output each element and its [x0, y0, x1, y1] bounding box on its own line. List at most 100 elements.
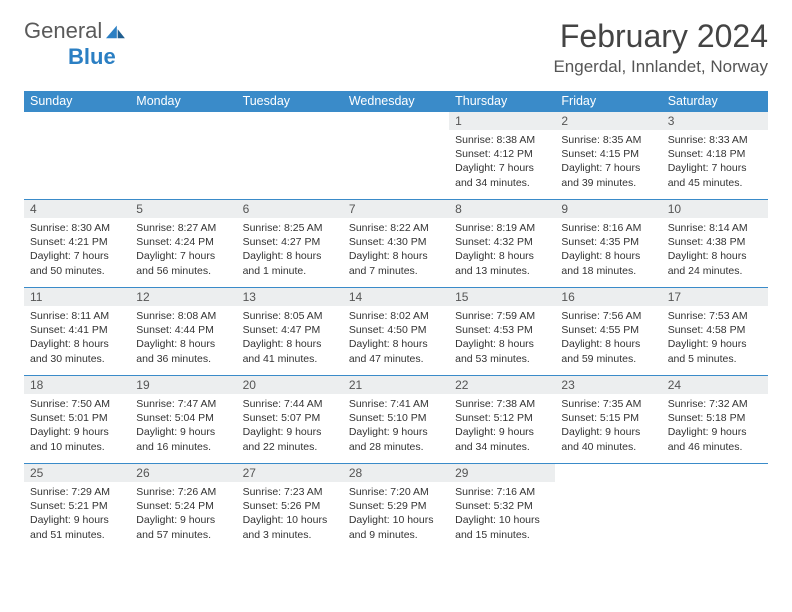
day-day1: Daylight: 8 hours [243, 249, 337, 263]
day-day2: and 41 minutes. [243, 352, 337, 366]
day-number: 4 [24, 200, 130, 218]
day-day2: and 36 minutes. [136, 352, 230, 366]
location-text: Engerdal, Innlandet, Norway [553, 57, 768, 77]
day-number: 24 [662, 376, 768, 394]
day-cell: 15Sunrise: 7:59 AMSunset: 4:53 PMDayligh… [449, 288, 555, 376]
day-sunset: Sunset: 4:32 PM [455, 235, 549, 249]
day-number: 8 [449, 200, 555, 218]
day-sunrise: Sunrise: 8:22 AM [349, 221, 443, 235]
week-row: ........1Sunrise: 8:38 AMSunset: 4:12 PM… [24, 112, 768, 200]
day-sunset: Sunset: 5:15 PM [561, 411, 655, 425]
logo-word1: General [24, 18, 102, 44]
day-details: Sunrise: 8:30 AMSunset: 4:21 PMDaylight:… [24, 218, 130, 282]
day-details: Sunrise: 7:56 AMSunset: 4:55 PMDaylight:… [555, 306, 661, 370]
day-cell: .. [237, 112, 343, 200]
day-sunset: Sunset: 4:12 PM [455, 147, 549, 161]
dow-tue: Tuesday [237, 91, 343, 112]
dow-mon: Monday [130, 91, 236, 112]
day-day2: and 34 minutes. [455, 176, 549, 190]
day-cell: 22Sunrise: 7:38 AMSunset: 5:12 PMDayligh… [449, 376, 555, 464]
day-details: Sunrise: 8:25 AMSunset: 4:27 PMDaylight:… [237, 218, 343, 282]
day-details: Sunrise: 7:23 AMSunset: 5:26 PMDaylight:… [237, 482, 343, 546]
day-cell: 29Sunrise: 7:16 AMSunset: 5:32 PMDayligh… [449, 464, 555, 552]
day-number: 16 [555, 288, 661, 306]
day-sunset: Sunset: 5:07 PM [243, 411, 337, 425]
day-day2: and 5 minutes. [668, 352, 762, 366]
day-day1: Daylight: 9 hours [136, 513, 230, 527]
day-sunset: Sunset: 5:18 PM [668, 411, 762, 425]
day-cell: 8Sunrise: 8:19 AMSunset: 4:32 PMDaylight… [449, 200, 555, 288]
logo: General Blue [24, 18, 126, 70]
day-day1: Daylight: 8 hours [243, 337, 337, 351]
day-details: Sunrise: 7:44 AMSunset: 5:07 PMDaylight:… [237, 394, 343, 458]
day-day1: Daylight: 8 hours [455, 337, 549, 351]
day-day2: and 57 minutes. [136, 528, 230, 542]
day-day2: and 9 minutes. [349, 528, 443, 542]
day-sunrise: Sunrise: 8:35 AM [561, 133, 655, 147]
day-day1: Daylight: 9 hours [30, 425, 124, 439]
day-cell: 2Sunrise: 8:35 AMSunset: 4:15 PMDaylight… [555, 112, 661, 200]
day-number: 6 [237, 200, 343, 218]
day-cell: 25Sunrise: 7:29 AMSunset: 5:21 PMDayligh… [24, 464, 130, 552]
day-sunset: Sunset: 5:24 PM [136, 499, 230, 513]
day-number: 18 [24, 376, 130, 394]
day-details: Sunrise: 8:19 AMSunset: 4:32 PMDaylight:… [449, 218, 555, 282]
day-details: Sunrise: 7:59 AMSunset: 4:53 PMDaylight:… [449, 306, 555, 370]
day-number: 28 [343, 464, 449, 482]
day-day1: Daylight: 9 hours [668, 425, 762, 439]
day-sunset: Sunset: 5:32 PM [455, 499, 549, 513]
day-sunset: Sunset: 4:38 PM [668, 235, 762, 249]
day-cell: 13Sunrise: 8:05 AMSunset: 4:47 PMDayligh… [237, 288, 343, 376]
day-details: Sunrise: 7:35 AMSunset: 5:15 PMDaylight:… [555, 394, 661, 458]
day-cell: 21Sunrise: 7:41 AMSunset: 5:10 PMDayligh… [343, 376, 449, 464]
day-day2: and 40 minutes. [561, 440, 655, 454]
week-row: 11Sunrise: 8:11 AMSunset: 4:41 PMDayligh… [24, 288, 768, 376]
day-day1: Daylight: 8 hours [561, 249, 655, 263]
day-day1: Daylight: 9 hours [349, 425, 443, 439]
day-details: Sunrise: 7:41 AMSunset: 5:10 PMDaylight:… [343, 394, 449, 458]
day-day2: and 53 minutes. [455, 352, 549, 366]
day-details: Sunrise: 7:38 AMSunset: 5:12 PMDaylight:… [449, 394, 555, 458]
day-cell: 17Sunrise: 7:53 AMSunset: 4:58 PMDayligh… [662, 288, 768, 376]
day-details: Sunrise: 8:22 AMSunset: 4:30 PMDaylight:… [343, 218, 449, 282]
dow-sat: Saturday [662, 91, 768, 112]
day-day2: and 56 minutes. [136, 264, 230, 278]
day-day1: Daylight: 8 hours [455, 249, 549, 263]
day-details: Sunrise: 8:38 AMSunset: 4:12 PMDaylight:… [449, 130, 555, 194]
day-sunset: Sunset: 4:53 PM [455, 323, 549, 337]
day-sunrise: Sunrise: 8:11 AM [30, 309, 124, 323]
day-day1: Daylight: 7 hours [455, 161, 549, 175]
day-sunrise: Sunrise: 7:26 AM [136, 485, 230, 499]
day-number: 29 [449, 464, 555, 482]
day-day1: Daylight: 7 hours [30, 249, 124, 263]
day-number: 9 [555, 200, 661, 218]
day-number: 11 [24, 288, 130, 306]
day-details: Sunrise: 8:35 AMSunset: 4:15 PMDaylight:… [555, 130, 661, 194]
day-number: 23 [555, 376, 661, 394]
day-cell: 10Sunrise: 8:14 AMSunset: 4:38 PMDayligh… [662, 200, 768, 288]
day-day2: and 13 minutes. [455, 264, 549, 278]
day-cell: 23Sunrise: 7:35 AMSunset: 5:15 PMDayligh… [555, 376, 661, 464]
day-sunrise: Sunrise: 8:25 AM [243, 221, 337, 235]
day-sunset: Sunset: 5:26 PM [243, 499, 337, 513]
day-sunrise: Sunrise: 7:20 AM [349, 485, 443, 499]
day-details: Sunrise: 7:47 AMSunset: 5:04 PMDaylight:… [130, 394, 236, 458]
title-block: February 2024 Engerdal, Innlandet, Norwa… [553, 18, 768, 77]
day-sunrise: Sunrise: 7:56 AM [561, 309, 655, 323]
day-details: Sunrise: 8:27 AMSunset: 4:24 PMDaylight:… [130, 218, 236, 282]
day-number: 10 [662, 200, 768, 218]
day-sunset: Sunset: 4:35 PM [561, 235, 655, 249]
day-number: 2 [555, 112, 661, 130]
day-cell: 28Sunrise: 7:20 AMSunset: 5:29 PMDayligh… [343, 464, 449, 552]
day-day2: and 50 minutes. [30, 264, 124, 278]
day-day2: and 34 minutes. [455, 440, 549, 454]
day-details: Sunrise: 8:14 AMSunset: 4:38 PMDaylight:… [662, 218, 768, 282]
day-cell: .. [24, 112, 130, 200]
day-day2: and 59 minutes. [561, 352, 655, 366]
day-sunrise: Sunrise: 8:14 AM [668, 221, 762, 235]
day-sunrise: Sunrise: 7:32 AM [668, 397, 762, 411]
day-cell: 26Sunrise: 7:26 AMSunset: 5:24 PMDayligh… [130, 464, 236, 552]
day-details: Sunrise: 8:08 AMSunset: 4:44 PMDaylight:… [130, 306, 236, 370]
day-details: Sunrise: 7:20 AMSunset: 5:29 PMDaylight:… [343, 482, 449, 546]
day-day2: and 7 minutes. [349, 264, 443, 278]
